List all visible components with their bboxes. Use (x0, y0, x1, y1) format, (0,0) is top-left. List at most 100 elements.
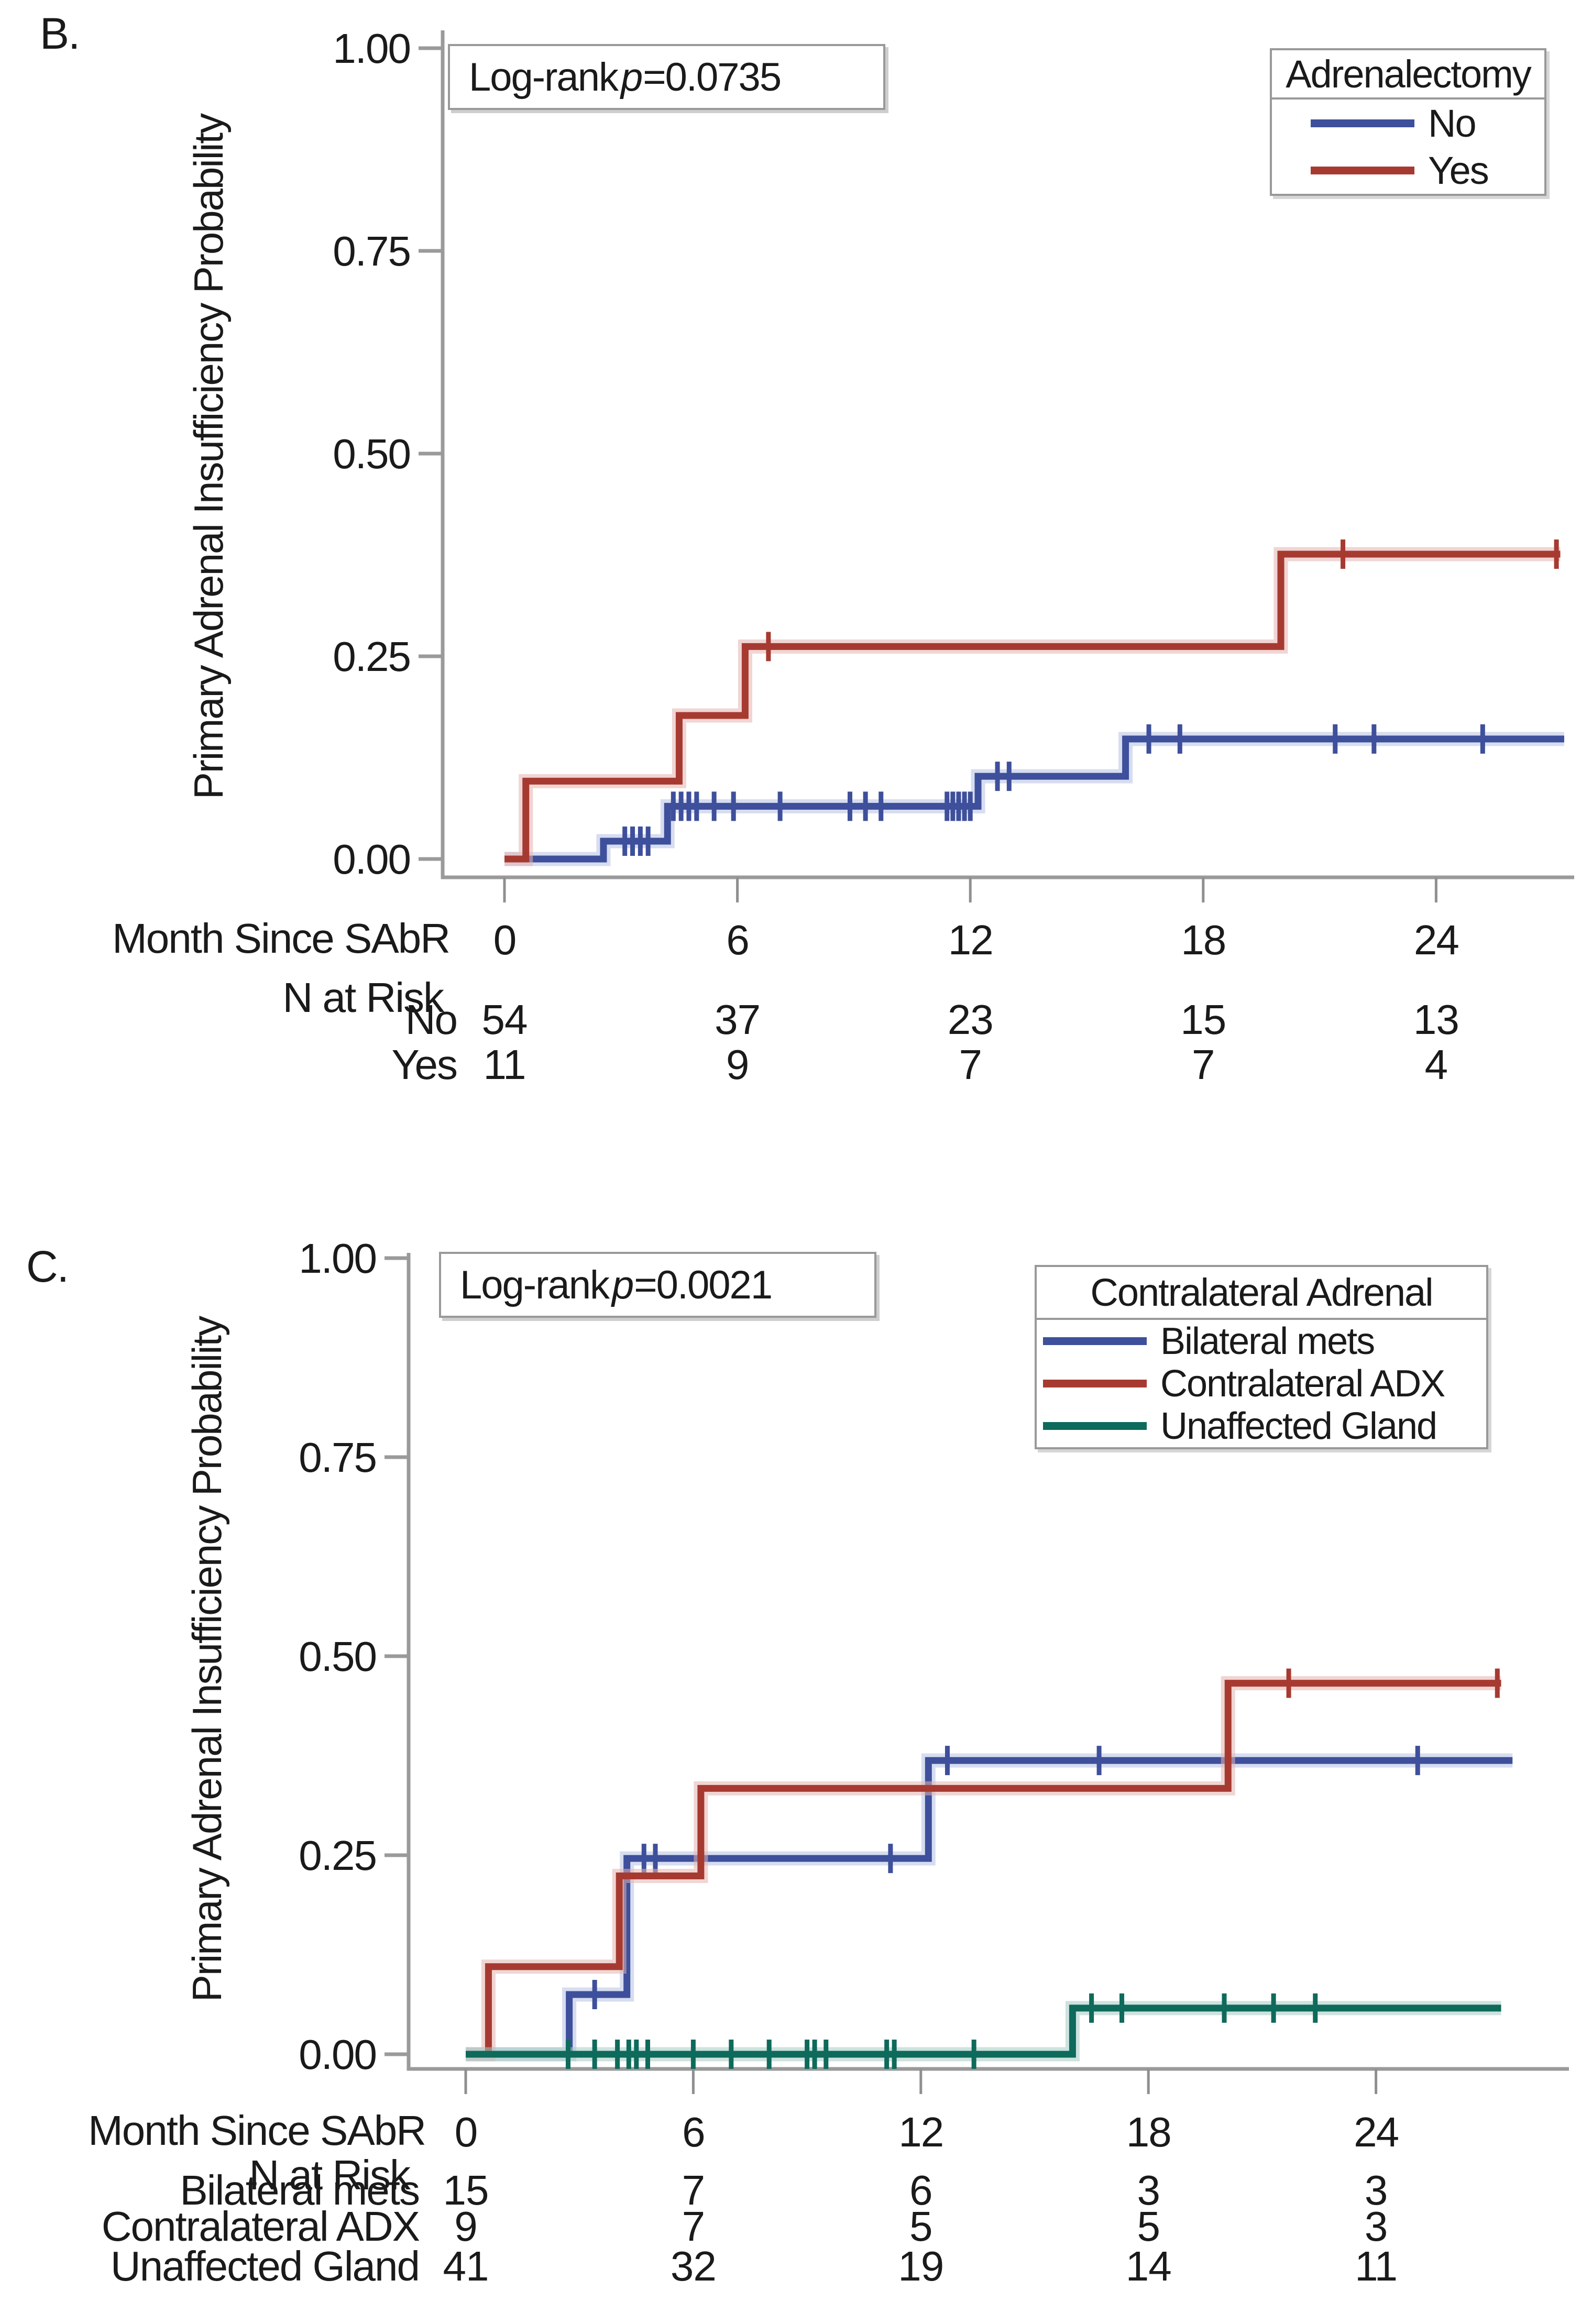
legend-line-swatch (1043, 1337, 1147, 1345)
risk-count: 15 (1180, 996, 1226, 1043)
panel-c-legend-rows: Bilateral mets Contralateral ADX Unaffecte… (1037, 1320, 1486, 1447)
legend-item-contralateral-adx: Contralateral ADX (1037, 1362, 1486, 1405)
panel-b-x-tick-label: 24 (1414, 917, 1458, 963)
panel-c-legend-title: Contralateral Adrenal (1037, 1267, 1486, 1320)
legend-item-label: Unaffected Gland (1160, 1405, 1437, 1447)
panel-c-logrank-p: p (611, 1262, 634, 1307)
panel-c-x-axis-title: Month Since SAbR (88, 2107, 426, 2154)
risk-count: 13 (1413, 996, 1459, 1043)
legend-item-label: Bilateral mets (1160, 1320, 1375, 1362)
panel-c-y-ticks: 0.00 0.25 0.50 0.75 1.00 (299, 1235, 409, 2078)
series-no-panel-b (504, 724, 1564, 866)
risk-count: 5 (909, 2203, 932, 2250)
risk-count: 7 (959, 1041, 982, 1088)
panel-c-risk-table-header: N at Risk (249, 2152, 411, 2198)
risk-row-label-unaffected-gland: Unaffected Gland (110, 2243, 420, 2289)
risk-count: 7 (1192, 1041, 1215, 1088)
panel-c-legend: Contralateral Adrenal Bilateral mets Cont… (1035, 1265, 1488, 1449)
series-contralateral-adx-panel-c (466, 1668, 1501, 2062)
legend-line-swatch (1311, 119, 1414, 127)
risk-count: 11 (1355, 2243, 1398, 2289)
panel-b-legend-rows: No Yes (1272, 100, 1544, 194)
series-step-line (504, 550, 1561, 863)
panel-b-logrank-annotation: Log-rank p =0.0735 (448, 44, 885, 110)
risk-count: 37 (715, 996, 761, 1043)
panel-b-letter: B. (40, 9, 80, 58)
risk-count: 11 (483, 1041, 526, 1088)
panel-b-y-tick-label: 0.25 (333, 633, 410, 680)
risk-count: 23 (947, 996, 994, 1043)
risk-count: 9 (726, 1041, 749, 1088)
panel-c-letter: C. (26, 1242, 69, 1291)
legend-item-label: Contralateral ADX (1160, 1362, 1445, 1405)
risk-row-label-contralateral-adx: Contralateral ADX (101, 2203, 420, 2250)
panel-c-logrank-value: =0.0021 (634, 1262, 773, 1307)
panel-b-x-axis-title: Month Since SAbR (112, 915, 451, 962)
panel-c-x-tick-label: 24 (1354, 2109, 1398, 2155)
panel-b-y-tick-label: 0.75 (333, 228, 410, 274)
series-yes-panel-b (504, 539, 1561, 866)
panel-c-y-tick-label: 0.00 (299, 2031, 376, 2078)
panel-c-x-tick-label: 6 (682, 2109, 705, 2155)
legend-item-label: Yes (1428, 148, 1489, 192)
panel-c-y-tick-label: 0.50 (299, 1633, 376, 1680)
risk-count: 3 (1364, 2203, 1388, 2250)
risk-row-label-no: No (405, 996, 458, 1043)
series-censor-marks (766, 539, 1559, 662)
risk-count: 32 (670, 2243, 717, 2289)
risk-count: 5 (1137, 2203, 1160, 2250)
risk-count: 14 (1125, 2243, 1172, 2289)
panel-b-x-tick-label: 6 (726, 917, 749, 963)
panel-c-x-ticks: 0 6 12 18 24 (455, 2069, 1400, 2155)
panel-c-logrank-annotation: Log-rank p =0.0021 (439, 1252, 876, 1318)
series-censor-marks (592, 1746, 1420, 2009)
panel-c-y-tick-label: 0.75 (299, 1434, 376, 1481)
legend-item-label: No (1428, 101, 1477, 145)
legend-item-yes: Yes (1272, 147, 1544, 194)
series-halo-line (466, 2001, 1501, 2062)
panel-b-logrank-prefix: Log-rank (469, 54, 619, 100)
panel-c-x-tick-label: 18 (1126, 2109, 1171, 2155)
risk-count: 15 (443, 2167, 489, 2213)
risk-count: 3 (1137, 2167, 1160, 2213)
legend-item-unaffected-gland: Unaffected Gland (1037, 1405, 1486, 1447)
risk-row-label-bilateral-mets: Bilateral mets (180, 2167, 420, 2213)
risk-count: 7 (682, 2167, 705, 2213)
panel-c-logrank-prefix: Log-rank (460, 1262, 610, 1307)
risk-count: 54 (481, 996, 528, 1043)
panel-b-x-tick-label: 18 (1181, 917, 1225, 963)
series-unaffected-gland-panel-c (466, 1993, 1501, 2069)
panel-b-x-tick-label: 0 (493, 917, 516, 963)
panel-b-logrank-value: =0.0735 (643, 54, 782, 100)
panel-c-x-tick-label: 12 (898, 2109, 943, 2155)
legend-item-bilateral-mets: Bilateral mets (1037, 1320, 1486, 1362)
panel-c-y-tick-label: 0.25 (299, 1832, 376, 1879)
risk-count: 3 (1364, 2167, 1388, 2213)
panel-b-chart: 0.00 0.25 0.50 0.75 1.00 0 6 12 18 24 (333, 25, 1574, 963)
series-step-line (504, 735, 1564, 863)
legend-item-no: No (1272, 100, 1544, 147)
risk-count: 9 (454, 2203, 477, 2250)
legend-line-swatch (1311, 166, 1414, 174)
risk-count: 19 (898, 2243, 944, 2289)
panel-b-y-tick-label: 0.50 (333, 431, 410, 477)
panel-c-y-axis-title: Primary Adrenal Insufficiency Probabilit… (184, 1316, 230, 2002)
legend-line-swatch (1043, 1422, 1147, 1430)
panel-b-risk-table-header: N at Risk (282, 974, 444, 1021)
series-step-line (466, 1680, 1501, 2058)
series-censor-marks (622, 724, 1485, 856)
risk-count: 4 (1424, 1041, 1448, 1088)
panel-b-y-ticks: 0.00 0.25 0.50 0.75 1.00 (333, 25, 443, 883)
risk-count: 6 (909, 2167, 932, 2213)
legend-line-swatch (1043, 1380, 1147, 1387)
panel-c-y-tick-label: 1.00 (299, 1235, 376, 1282)
series-censor-marks (1286, 1668, 1500, 1698)
panel-c-chart: 0.00 0.25 0.50 0.75 1.00 0 6 12 18 24 (299, 1235, 1569, 2155)
panel-c-x-tick-label: 0 (455, 2109, 477, 2155)
panel-b-logrank-p: p (620, 54, 643, 100)
panel-b-legend-title: Adrenalectomy (1272, 50, 1544, 100)
panel-b-y-tick-label: 1.00 (333, 25, 410, 72)
risk-count: 41 (443, 2243, 489, 2289)
